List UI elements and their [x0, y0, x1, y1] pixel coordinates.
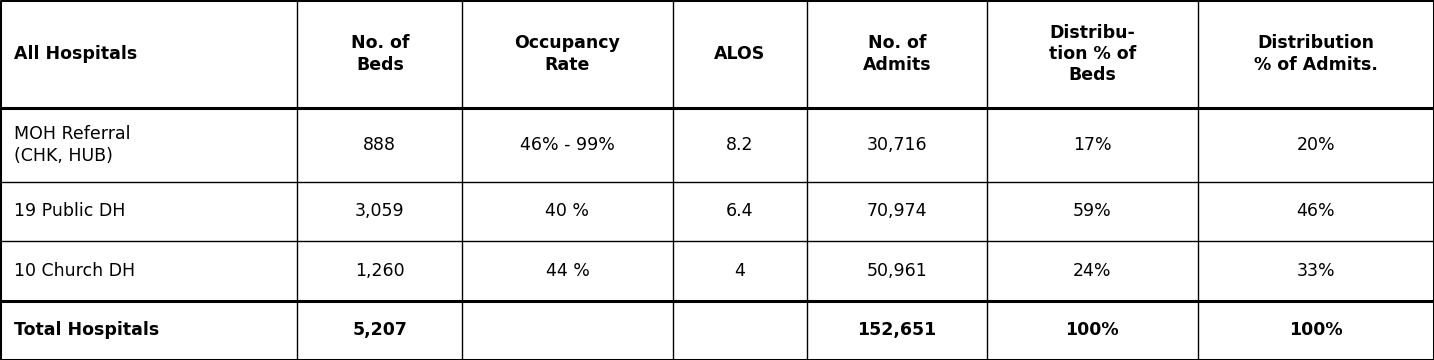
Text: MOH Referral
(CHK, HUB): MOH Referral (CHK, HUB)	[14, 125, 130, 165]
Bar	[987, 241, 1197, 301]
Bar	[1197, 301, 1434, 360]
Bar	[807, 301, 987, 360]
Text: 20%: 20%	[1296, 136, 1335, 154]
Text: 24%: 24%	[1073, 262, 1111, 280]
Text: 46% - 99%: 46% - 99%	[521, 136, 615, 154]
Bar	[462, 241, 673, 301]
Bar	[0, 0, 297, 108]
Bar	[673, 241, 807, 301]
Bar	[1197, 108, 1434, 182]
Text: No. of
Beds: No. of Beds	[350, 34, 409, 74]
Text: 8.2: 8.2	[726, 136, 754, 154]
Text: 44 %: 44 %	[545, 262, 589, 280]
Text: 6.4: 6.4	[726, 202, 754, 220]
Text: ALOS: ALOS	[714, 45, 766, 63]
Text: 152,651: 152,651	[858, 321, 936, 339]
Bar	[0, 241, 297, 301]
Bar	[807, 108, 987, 182]
Text: 19 Public DH: 19 Public DH	[14, 202, 126, 220]
Text: 70,974: 70,974	[866, 202, 928, 220]
Text: Distribu-
tion % of
Beds: Distribu- tion % of Beds	[1048, 23, 1136, 85]
Bar	[673, 182, 807, 241]
Text: No. of
Admits: No. of Admits	[863, 34, 931, 74]
Bar	[297, 241, 462, 301]
Bar	[462, 0, 673, 108]
Text: 888: 888	[363, 136, 396, 154]
Text: Total Hospitals: Total Hospitals	[14, 321, 159, 339]
Bar	[462, 301, 673, 360]
Bar	[1197, 241, 1434, 301]
Text: 1,260: 1,260	[356, 262, 404, 280]
Bar	[807, 241, 987, 301]
Text: 30,716: 30,716	[866, 136, 928, 154]
Text: Distribution
% of Admits.: Distribution % of Admits.	[1253, 34, 1378, 74]
Bar	[987, 301, 1197, 360]
Bar	[807, 0, 987, 108]
Text: 17%: 17%	[1073, 136, 1111, 154]
Text: 46%: 46%	[1296, 202, 1335, 220]
Text: 10 Church DH: 10 Church DH	[14, 262, 135, 280]
Bar	[0, 301, 297, 360]
Bar	[462, 182, 673, 241]
Bar	[987, 182, 1197, 241]
Bar	[673, 108, 807, 182]
Text: 100%: 100%	[1289, 321, 1342, 339]
Bar	[297, 108, 462, 182]
Bar	[297, 0, 462, 108]
Bar	[987, 108, 1197, 182]
Text: 50,961: 50,961	[866, 262, 928, 280]
Bar	[1197, 182, 1434, 241]
Text: 4: 4	[734, 262, 746, 280]
Bar	[673, 301, 807, 360]
Bar	[1197, 0, 1434, 108]
Text: 3,059: 3,059	[356, 202, 404, 220]
Bar	[987, 0, 1197, 108]
Bar	[0, 182, 297, 241]
Bar	[297, 301, 462, 360]
Text: Occupancy
Rate: Occupancy Rate	[515, 34, 621, 74]
Text: 100%: 100%	[1065, 321, 1119, 339]
Bar	[673, 0, 807, 108]
Text: 40 %: 40 %	[545, 202, 589, 220]
Text: 5,207: 5,207	[353, 321, 407, 339]
Bar	[807, 182, 987, 241]
Bar	[297, 182, 462, 241]
Text: 33%: 33%	[1296, 262, 1335, 280]
Bar	[0, 108, 297, 182]
Text: All Hospitals: All Hospitals	[14, 45, 138, 63]
Bar	[462, 108, 673, 182]
Text: 59%: 59%	[1073, 202, 1111, 220]
